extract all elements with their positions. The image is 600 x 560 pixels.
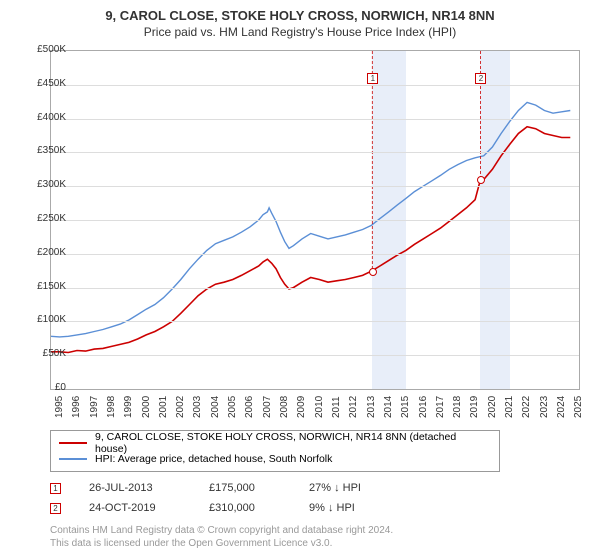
chart-title: 9, CAROL CLOSE, STOKE HOLY CROSS, NORWIC…	[0, 0, 600, 23]
x-axis-label: 2020	[487, 396, 498, 418]
y-axis-label: £300K	[26, 179, 66, 190]
x-axis-label: 2016	[418, 396, 429, 418]
sale-marker-cell: 1	[50, 483, 61, 494]
x-axis-label: 2021	[504, 396, 515, 418]
y-axis-label: £50K	[26, 348, 66, 359]
sale-price: £175,000	[209, 482, 309, 494]
x-axis-label: 2011	[331, 396, 342, 418]
y-axis-label: £400K	[26, 112, 66, 123]
sale-delta: 9% ↓ HPI	[309, 502, 429, 514]
x-axis-label: 1996	[71, 396, 82, 418]
y-axis-label: £150K	[26, 281, 66, 292]
y-axis-label: £200K	[26, 247, 66, 258]
sale-price: £310,000	[209, 502, 309, 514]
x-axis-label: 2003	[192, 396, 203, 418]
sale-row: 2 24-OCT-2019£310,0009% ↓ HPI	[50, 498, 530, 518]
x-axis-label: 2023	[539, 396, 550, 418]
x-axis-label: 2022	[521, 396, 532, 418]
chart-legend: 9, CAROL CLOSE, STOKE HOLY CROSS, NORWIC…	[50, 430, 500, 472]
x-axis-label: 2006	[244, 396, 255, 418]
chart-subtitle: Price paid vs. HM Land Registry's House …	[0, 23, 600, 39]
x-axis-label: 2009	[296, 396, 307, 418]
y-axis-label: £0	[26, 382, 66, 393]
sale-row: 1 26-JUL-2013£175,00027% ↓ HPI	[50, 478, 530, 498]
x-axis-label: 2008	[279, 396, 290, 418]
x-axis-label: 2004	[210, 396, 221, 418]
x-axis-label: 2013	[366, 396, 377, 418]
x-axis-label: 1995	[54, 396, 65, 418]
x-axis-label: 2019	[469, 396, 480, 418]
x-axis-label: 2017	[435, 396, 446, 418]
x-axis-label: 2010	[314, 396, 325, 418]
sale-marker: 2	[475, 73, 486, 84]
x-axis-label: 1999	[123, 396, 134, 418]
x-axis-label: 2015	[400, 396, 411, 418]
footer-line-2: This data is licensed under the Open Gov…	[50, 537, 393, 550]
y-axis-label: £250K	[26, 213, 66, 224]
y-axis-label: £100K	[26, 314, 66, 325]
sales-table: 1 26-JUL-2013£175,00027% ↓ HPI 2 24-OCT-201…	[50, 478, 530, 518]
y-axis-label: £350K	[26, 145, 66, 156]
chart-container: 9, CAROL CLOSE, STOKE HOLY CROSS, NORWIC…	[0, 0, 600, 560]
x-axis-label: 2014	[383, 396, 394, 418]
y-axis-label: £450K	[26, 78, 66, 89]
x-axis-label: 2002	[175, 396, 186, 418]
x-axis-label: 1997	[89, 396, 100, 418]
sale-date: 26-JUL-2013	[89, 482, 209, 494]
footer-line-1: Contains HM Land Registry data © Crown c…	[50, 524, 393, 537]
sale-delta: 27% ↓ HPI	[309, 482, 429, 494]
y-axis-label: £500K	[26, 44, 66, 55]
x-axis-label: 2025	[573, 396, 584, 418]
legend-item: 9, CAROL CLOSE, STOKE HOLY CROSS, NORWIC…	[59, 435, 491, 451]
sale-date: 24-OCT-2019	[89, 502, 209, 514]
footer-text: Contains HM Land Registry data © Crown c…	[50, 524, 393, 550]
x-axis-label: 2024	[556, 396, 567, 418]
x-axis-label: 2001	[158, 396, 169, 418]
chart-plot-area: 12	[50, 50, 580, 390]
x-axis-label: 2012	[348, 396, 359, 418]
x-axis-label: 2007	[262, 396, 273, 418]
x-axis-label: 2000	[141, 396, 152, 418]
x-axis-label: 2018	[452, 396, 463, 418]
x-axis-label: 2005	[227, 396, 238, 418]
sale-marker-cell: 2	[50, 503, 61, 514]
sale-marker: 1	[367, 73, 378, 84]
x-axis-label: 1998	[106, 396, 117, 418]
